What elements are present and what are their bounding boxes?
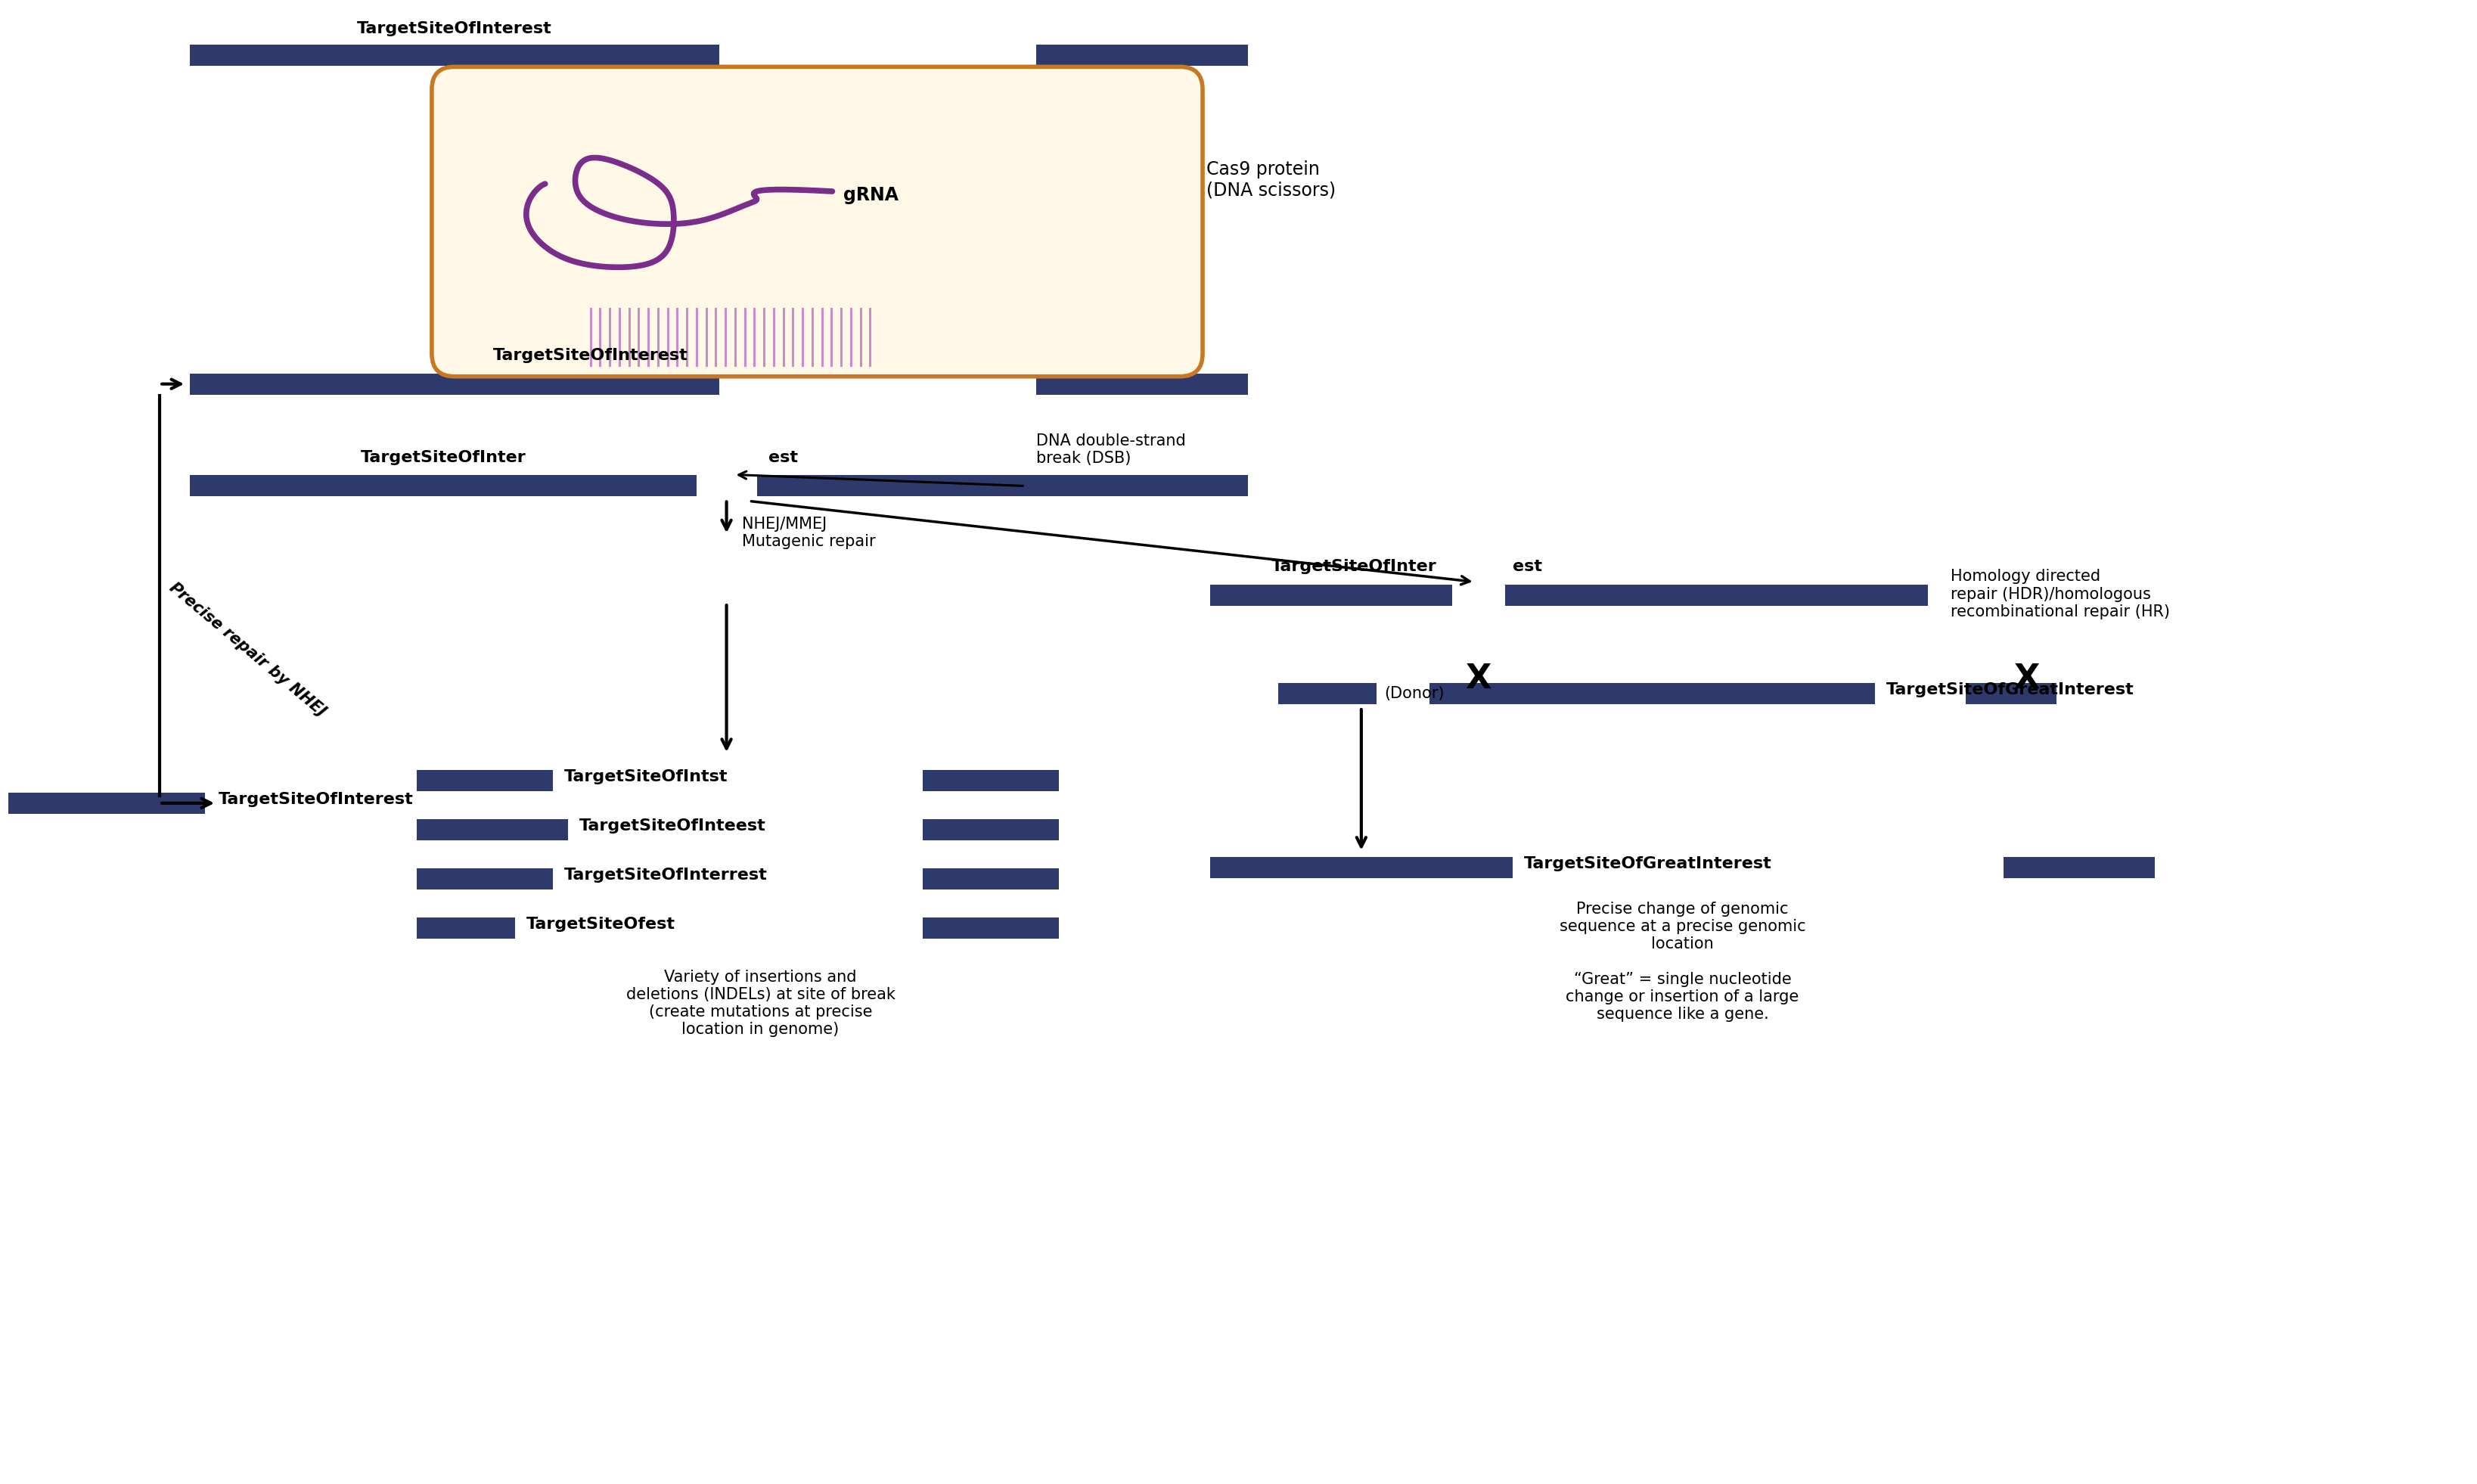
Bar bbox=[416, 819, 567, 840]
Text: TargetSiteOfInterest: TargetSiteOfInterest bbox=[218, 792, 414, 807]
Bar bbox=[924, 819, 1060, 840]
Bar bbox=[1278, 683, 1377, 705]
Text: TargetSiteOfInter: TargetSiteOfInter bbox=[362, 450, 525, 464]
Text: TargetSiteOfInteest: TargetSiteOfInteest bbox=[580, 818, 765, 834]
Text: Variety of insertions and
deletions (INDELs) at site of break
(create mutations : Variety of insertions and deletions (IND… bbox=[627, 969, 894, 1037]
FancyBboxPatch shape bbox=[431, 67, 1204, 377]
Text: TargetSiteOfInter: TargetSiteOfInter bbox=[1271, 559, 1437, 574]
Text: Precise repair by NHEJ: Precise repair by NHEJ bbox=[166, 580, 329, 720]
Text: DNA double-strand
break (DSB): DNA double-strand break (DSB) bbox=[1035, 433, 1186, 466]
Bar bbox=[1035, 374, 1248, 395]
Bar bbox=[191, 374, 718, 395]
Bar bbox=[416, 868, 552, 889]
Bar bbox=[191, 475, 696, 497]
Text: Cas9 protein
(DNA scissors): Cas9 protein (DNA scissors) bbox=[1206, 160, 1335, 200]
Bar bbox=[924, 770, 1060, 791]
Bar bbox=[758, 475, 1248, 497]
Text: TargetSiteOfInterest: TargetSiteOfInterest bbox=[357, 21, 552, 37]
Bar bbox=[1506, 585, 1927, 605]
Text: X: X bbox=[1466, 662, 1491, 695]
Bar bbox=[1211, 585, 1452, 605]
Bar bbox=[924, 868, 1060, 889]
Text: TargetSiteOfInterrest: TargetSiteOfInterrest bbox=[565, 867, 768, 883]
Text: TargetSiteOfGreatInterest: TargetSiteOfGreatInterest bbox=[1887, 683, 2135, 697]
Bar bbox=[2004, 856, 2155, 879]
Text: Homology directed
repair (HDR)/homologous
recombinational repair (HR): Homology directed repair (HDR)/homologou… bbox=[1952, 568, 2170, 619]
Bar bbox=[924, 917, 1060, 938]
Bar bbox=[7, 792, 206, 813]
Text: est: est bbox=[768, 450, 798, 464]
Text: TargetSiteOfInterest: TargetSiteOfInterest bbox=[493, 347, 689, 364]
Bar bbox=[191, 45, 718, 65]
Text: est: est bbox=[1513, 559, 1543, 574]
Bar bbox=[1967, 683, 2056, 705]
Text: Precise change of genomic
sequence at a precise genomic
location

“Great” = sing: Precise change of genomic sequence at a … bbox=[1561, 901, 1806, 1022]
Bar bbox=[1429, 683, 1875, 705]
Text: TargetSiteOfGreatInterest: TargetSiteOfGreatInterest bbox=[1523, 856, 1771, 871]
Text: TargetSiteOfest: TargetSiteOfest bbox=[525, 917, 676, 932]
Bar bbox=[1211, 856, 1513, 879]
Text: (Donor): (Donor) bbox=[1385, 686, 1444, 702]
Bar bbox=[416, 917, 515, 938]
Text: gRNA: gRNA bbox=[845, 186, 899, 205]
Text: TargetSiteOfIntst: TargetSiteOfIntst bbox=[565, 769, 728, 785]
Text: X: X bbox=[2014, 662, 2039, 695]
Bar bbox=[416, 770, 552, 791]
Text: NHEJ/MMEJ
Mutagenic repair: NHEJ/MMEJ Mutagenic repair bbox=[741, 516, 874, 549]
Bar bbox=[1035, 45, 1248, 65]
